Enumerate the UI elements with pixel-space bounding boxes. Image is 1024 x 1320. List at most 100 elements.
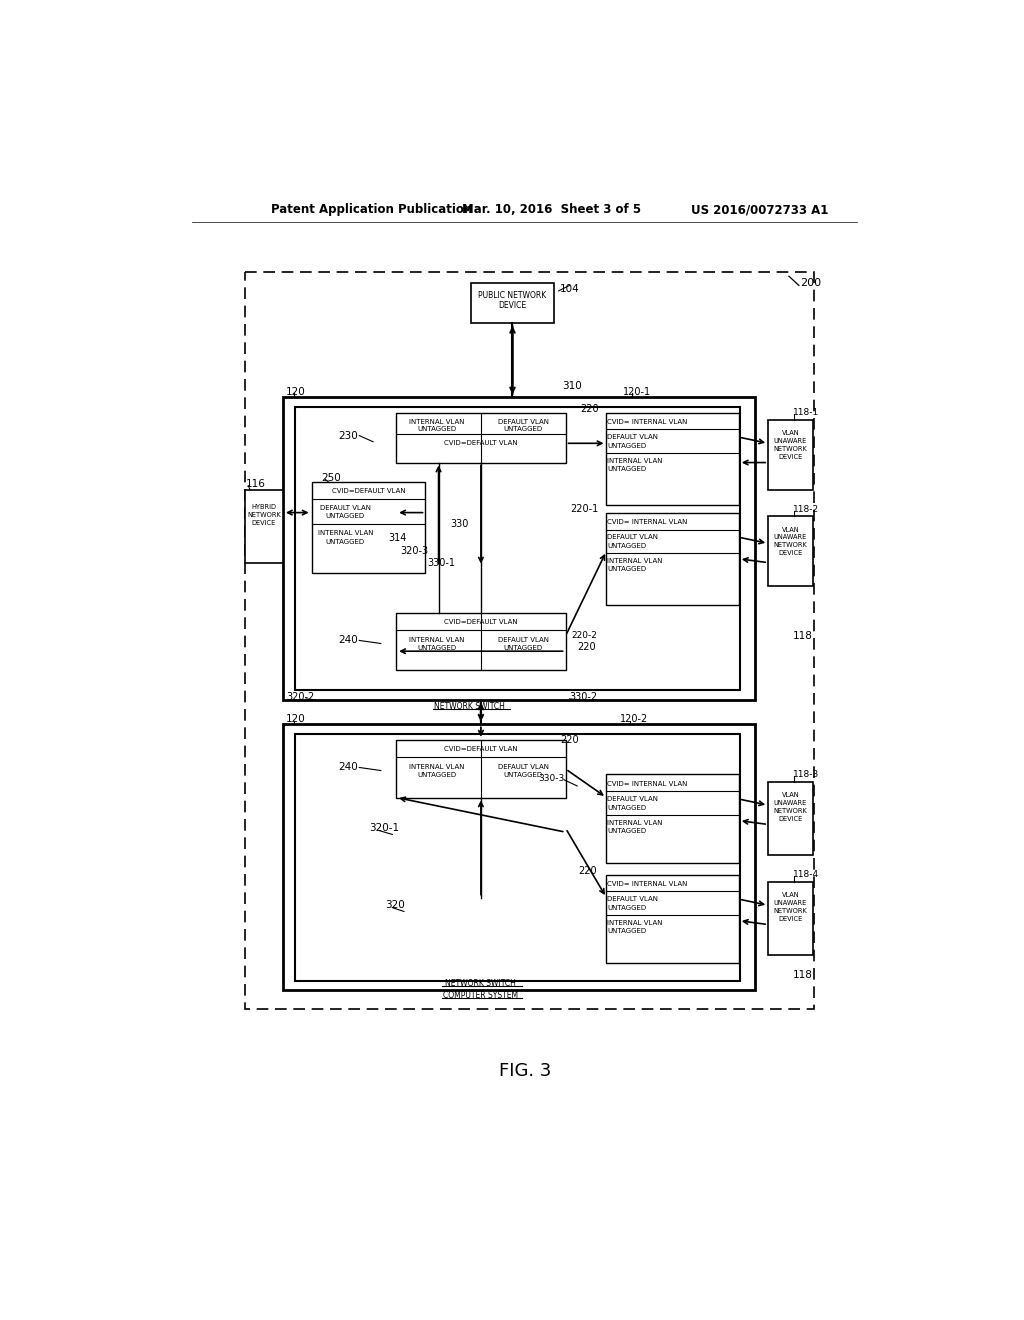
Bar	[283, 397, 755, 700]
Text: 310: 310	[562, 380, 582, 391]
Text: 330-3: 330-3	[538, 774, 564, 783]
Bar	[283, 725, 755, 990]
Text: 250: 250	[321, 473, 341, 483]
Bar	[768, 516, 813, 586]
Text: 330-2: 330-2	[569, 693, 598, 702]
Text: INTERNAL VLAN: INTERNAL VLAN	[607, 920, 663, 927]
Text: Mar. 10, 2016  Sheet 3 of 5: Mar. 10, 2016 Sheet 3 of 5	[462, 203, 641, 216]
Text: FIG. 3: FIG. 3	[499, 1061, 551, 1080]
Text: US 2016/0072733 A1: US 2016/0072733 A1	[691, 203, 828, 216]
Text: NETWORK SWITCH: NETWORK SWITCH	[434, 702, 505, 711]
Text: DEVICE: DEVICE	[778, 816, 803, 822]
Bar	[245, 490, 283, 562]
Text: 120-1: 120-1	[624, 387, 651, 397]
Text: HYBRID: HYBRID	[251, 504, 276, 511]
Text: UNTAGGED: UNTAGGED	[607, 829, 646, 834]
Text: 220-2: 220-2	[571, 631, 597, 640]
Text: UNTAGGED: UNTAGGED	[504, 645, 543, 651]
Text: CVID= INTERNAL VLAN: CVID= INTERNAL VLAN	[607, 780, 687, 787]
Text: UNAWARE: UNAWARE	[774, 438, 807, 444]
Text: DEFAULT VLAN: DEFAULT VLAN	[607, 434, 658, 440]
Text: NETWORK: NETWORK	[773, 908, 807, 913]
Text: 118: 118	[793, 970, 813, 979]
Bar	[606, 775, 739, 863]
Text: INTERNAL VLAN: INTERNAL VLAN	[607, 820, 663, 826]
Text: UNTAGGED: UNTAGGED	[607, 466, 646, 471]
Text: NETWORK SWITCH: NETWORK SWITCH	[445, 979, 516, 989]
Bar	[768, 882, 813, 956]
Text: 320-1: 320-1	[370, 824, 399, 833]
Text: 330-1: 330-1	[427, 557, 455, 568]
Text: DEFAULT VLAN: DEFAULT VLAN	[607, 796, 658, 803]
Text: 118-1: 118-1	[793, 408, 819, 417]
Bar	[606, 512, 739, 605]
Text: DEFAULT VLAN: DEFAULT VLAN	[607, 535, 658, 540]
Bar	[396, 612, 565, 671]
Text: 320-2: 320-2	[286, 693, 314, 702]
Text: 320: 320	[385, 900, 404, 911]
Text: VLAN: VLAN	[781, 430, 800, 437]
Text: 118-4: 118-4	[793, 870, 819, 879]
Text: NETWORK: NETWORK	[773, 543, 807, 548]
Text: 200: 200	[801, 279, 821, 288]
Text: INTERNAL VLAN: INTERNAL VLAN	[410, 636, 465, 643]
Text: 220: 220	[580, 404, 599, 413]
Text: UNTAGGED: UNTAGGED	[607, 543, 646, 549]
Text: 230: 230	[338, 430, 357, 441]
Text: CVID=DEFAULT VLAN: CVID=DEFAULT VLAN	[444, 619, 518, 624]
Text: 330: 330	[451, 519, 469, 529]
Text: VLAN: VLAN	[781, 527, 800, 532]
Text: UNTAGGED: UNTAGGED	[504, 426, 543, 433]
Text: CVID= INTERNAL VLAN: CVID= INTERNAL VLAN	[607, 880, 687, 887]
Text: UNAWARE: UNAWARE	[774, 900, 807, 906]
Text: CVID=DEFAULT VLAN: CVID=DEFAULT VLAN	[444, 746, 518, 752]
Text: UNTAGGED: UNTAGGED	[607, 904, 646, 911]
Text: NETWORK: NETWORK	[247, 512, 281, 517]
Text: DEFAULT VLAN: DEFAULT VLAN	[607, 896, 658, 902]
Text: 120-2: 120-2	[621, 714, 648, 723]
Text: DEVICE: DEVICE	[252, 520, 275, 525]
Text: CVID=DEFAULT VLAN: CVID=DEFAULT VLAN	[444, 441, 518, 446]
Text: INTERNAL VLAN: INTERNAL VLAN	[410, 418, 465, 425]
Text: DEFAULT VLAN: DEFAULT VLAN	[498, 764, 549, 770]
Text: 118-3: 118-3	[793, 770, 819, 779]
Text: UNTAGGED: UNTAGGED	[418, 772, 457, 779]
Bar	[311, 482, 425, 573]
Text: UNTAGGED: UNTAGGED	[326, 539, 365, 545]
Text: CVID= INTERNAL VLAN: CVID= INTERNAL VLAN	[607, 519, 687, 525]
Text: 314: 314	[388, 533, 407, 543]
Bar	[245, 272, 814, 1010]
Bar	[768, 420, 813, 490]
Bar	[768, 781, 813, 855]
Text: COMPUTER SYSTEM: COMPUTER SYSTEM	[443, 991, 518, 999]
Text: INTERNAL VLAN: INTERNAL VLAN	[410, 764, 465, 770]
Text: 240: 240	[338, 762, 357, 772]
Text: VLAN: VLAN	[781, 792, 800, 799]
Text: UNAWARE: UNAWARE	[774, 535, 807, 540]
Text: UNTAGGED: UNTAGGED	[607, 442, 646, 449]
Bar	[295, 734, 739, 981]
Text: DEFAULT VLAN: DEFAULT VLAN	[319, 506, 371, 511]
Text: 118-2: 118-2	[793, 506, 819, 513]
Text: 116: 116	[246, 479, 266, 490]
Text: CVID=DEFAULT VLAN: CVID=DEFAULT VLAN	[332, 488, 406, 494]
Text: 220: 220	[578, 643, 596, 652]
Text: 320-3: 320-3	[400, 546, 428, 556]
Text: UNTAGGED: UNTAGGED	[607, 804, 646, 810]
Bar	[295, 407, 739, 689]
Bar	[471, 284, 554, 323]
Text: Patent Application Publication: Patent Application Publication	[271, 203, 473, 216]
Text: UNTAGGED: UNTAGGED	[504, 772, 543, 779]
Text: 120: 120	[286, 387, 306, 397]
Text: DEVICE: DEVICE	[778, 550, 803, 557]
Text: 220-1: 220-1	[570, 504, 599, 513]
Text: UNTAGGED: UNTAGGED	[418, 645, 457, 651]
Text: 120: 120	[286, 714, 306, 723]
Text: UNTAGGED: UNTAGGED	[607, 566, 646, 572]
Text: INTERNAL VLAN: INTERNAL VLAN	[607, 458, 663, 465]
Bar	[606, 874, 739, 964]
Text: NETWORK: NETWORK	[773, 808, 807, 813]
Text: INTERNAL VLAN: INTERNAL VLAN	[317, 531, 373, 536]
Text: PUBLIC NETWORK: PUBLIC NETWORK	[478, 290, 547, 300]
Text: 240: 240	[338, 635, 357, 644]
